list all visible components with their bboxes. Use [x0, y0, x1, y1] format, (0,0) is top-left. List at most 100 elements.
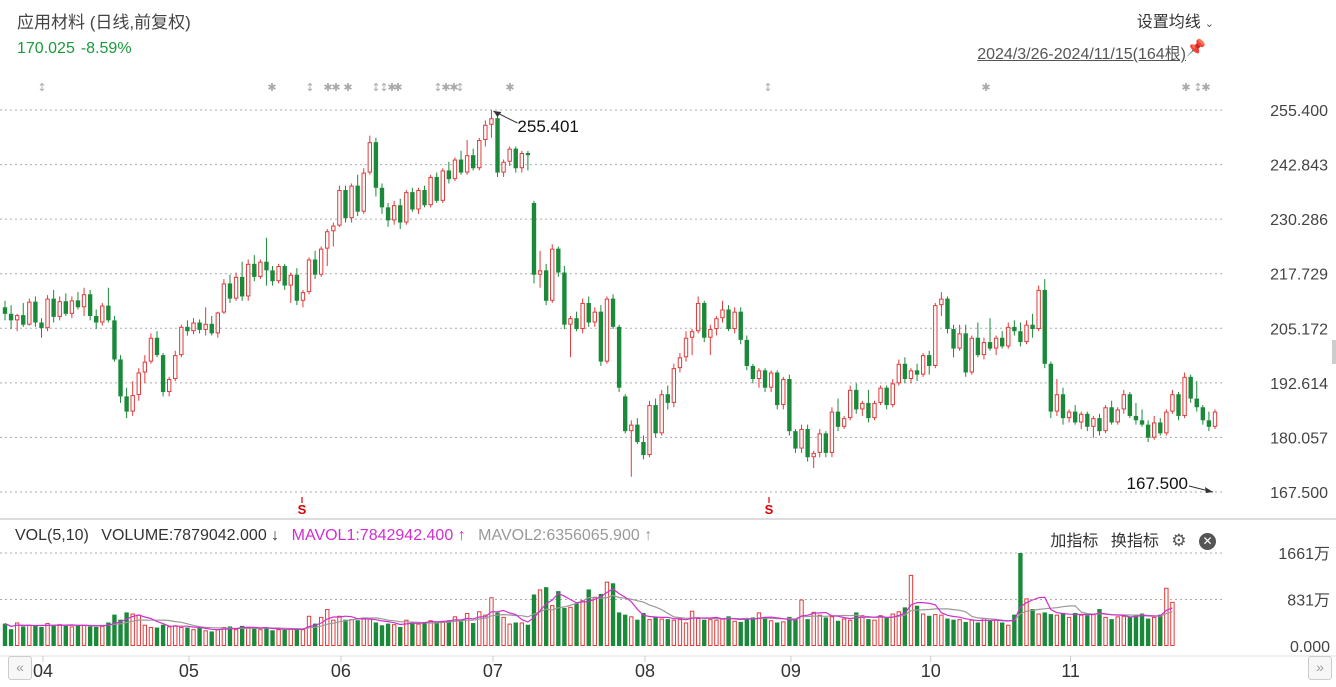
volume-bar [391, 624, 397, 646]
volume-bar [1066, 616, 1072, 646]
volume-bar [325, 609, 330, 647]
volume-bar [720, 618, 725, 646]
volume-bar [847, 619, 853, 646]
volume-bar [8, 629, 14, 646]
volume-bar [914, 605, 920, 646]
volume-bar [1158, 614, 1163, 646]
volume-bar [866, 619, 871, 646]
volume-bar [762, 616, 768, 646]
date-range[interactable]: 2024/3/26-2024/11/15(164根) [977, 46, 1186, 63]
price-readout: 170.025 -8.59% [17, 40, 132, 58]
candle-down [209, 323, 214, 334]
volume-bar [373, 622, 379, 646]
candle-up [179, 326, 184, 356]
volume-bar [1048, 614, 1054, 646]
candle-up [258, 261, 263, 277]
volume-bar [1060, 612, 1066, 646]
volume-bar [683, 622, 689, 647]
last-price: 170.025 [17, 40, 75, 57]
candle-up [592, 311, 597, 323]
candle-down [185, 326, 190, 332]
indicator-tools: 加指标 换指标 ⚙ ✕ [1042, 527, 1216, 551]
volume-bar [69, 626, 75, 647]
candle-up [732, 311, 737, 330]
candle-down [854, 389, 859, 410]
volume-bar [641, 612, 646, 646]
event-marker-icon: ✱ [1201, 81, 1210, 94]
candle-up [483, 124, 488, 140]
candle-down [1012, 326, 1017, 332]
pin-icon[interactable]: 📌 [1186, 40, 1206, 57]
volume-bar [166, 626, 172, 647]
volume-tick-label: 831万 [1287, 592, 1330, 609]
candle-down [610, 298, 616, 327]
candle-down [562, 272, 567, 325]
candle-down [118, 359, 123, 397]
x-tick-label: 05 [179, 661, 199, 681]
candle-up [142, 361, 148, 373]
volume-bar [586, 589, 591, 646]
ma-setting-button[interactable]: 设置均线 ⌄ [1137, 8, 1214, 32]
volume-bar [556, 591, 561, 646]
volume-bar [1054, 614, 1060, 646]
volume-indicator-bar: VOL(5,10) VOLUME:7879042.000 ↓ MAVOL1:78… [15, 527, 660, 545]
candle-up [428, 176, 433, 206]
candle-down [160, 355, 166, 393]
volume-bar [464, 612, 470, 647]
volume-bar [702, 619, 707, 646]
candle-up [550, 248, 555, 301]
candle-down [373, 142, 379, 188]
candle-down [1158, 422, 1163, 434]
candle-down [835, 411, 841, 427]
add-indicator-button[interactable]: 加指标 [1050, 533, 1099, 550]
candle-down [495, 118, 500, 173]
volume-bar [1042, 612, 1047, 646]
volume-bar [57, 624, 62, 646]
candle-down [2, 307, 8, 314]
high-pointer-head [493, 110, 502, 117]
panel-resize-handle[interactable] [1332, 340, 1336, 364]
candle-down [1085, 413, 1090, 427]
x-tick-label: 06 [331, 661, 351, 681]
candle-down [94, 315, 99, 323]
volume-bar [1072, 612, 1078, 646]
vol-label[interactable]: VOL(5,10) [15, 527, 89, 544]
volume-bar [428, 620, 433, 647]
volume-bar [33, 625, 38, 646]
volume-bar [811, 611, 816, 647]
switch-indicator-button[interactable]: 换指标 [1110, 533, 1159, 550]
candle-down [623, 396, 628, 432]
volume-bar [775, 622, 780, 646]
candle-down [379, 187, 385, 208]
candle-up [337, 189, 342, 226]
volume-bar [124, 612, 129, 646]
event-marker-icon: ✱ [343, 81, 352, 94]
volume-bar [981, 618, 987, 647]
volume-bar [1085, 615, 1090, 646]
candle-up [811, 452, 816, 458]
volume-bar [513, 622, 518, 646]
candle-down [531, 203, 537, 275]
candle-up [908, 370, 914, 380]
candle-down [1194, 398, 1199, 408]
candle-down [543, 270, 549, 301]
close-icon[interactable]: ✕ [1199, 533, 1216, 550]
volume-bar [963, 621, 968, 646]
candle-down [513, 148, 518, 169]
candle-up [890, 383, 895, 406]
scroll-right-button[interactable]: » [1308, 656, 1332, 680]
event-marker-icon: ✱ [331, 81, 340, 94]
scroll-left-button[interactable]: « [8, 656, 32, 680]
candle-down [422, 189, 427, 206]
candle-up [1079, 413, 1084, 423]
candle-down [635, 424, 640, 443]
candle-up [464, 155, 470, 173]
candle-up [221, 283, 227, 313]
price-change: -8.59% [80, 40, 132, 57]
candle-up [440, 170, 445, 201]
volume-bar [379, 625, 385, 646]
candle-up [130, 395, 135, 412]
gear-icon[interactable]: ⚙ [1171, 531, 1187, 550]
volume-bar [744, 618, 749, 646]
